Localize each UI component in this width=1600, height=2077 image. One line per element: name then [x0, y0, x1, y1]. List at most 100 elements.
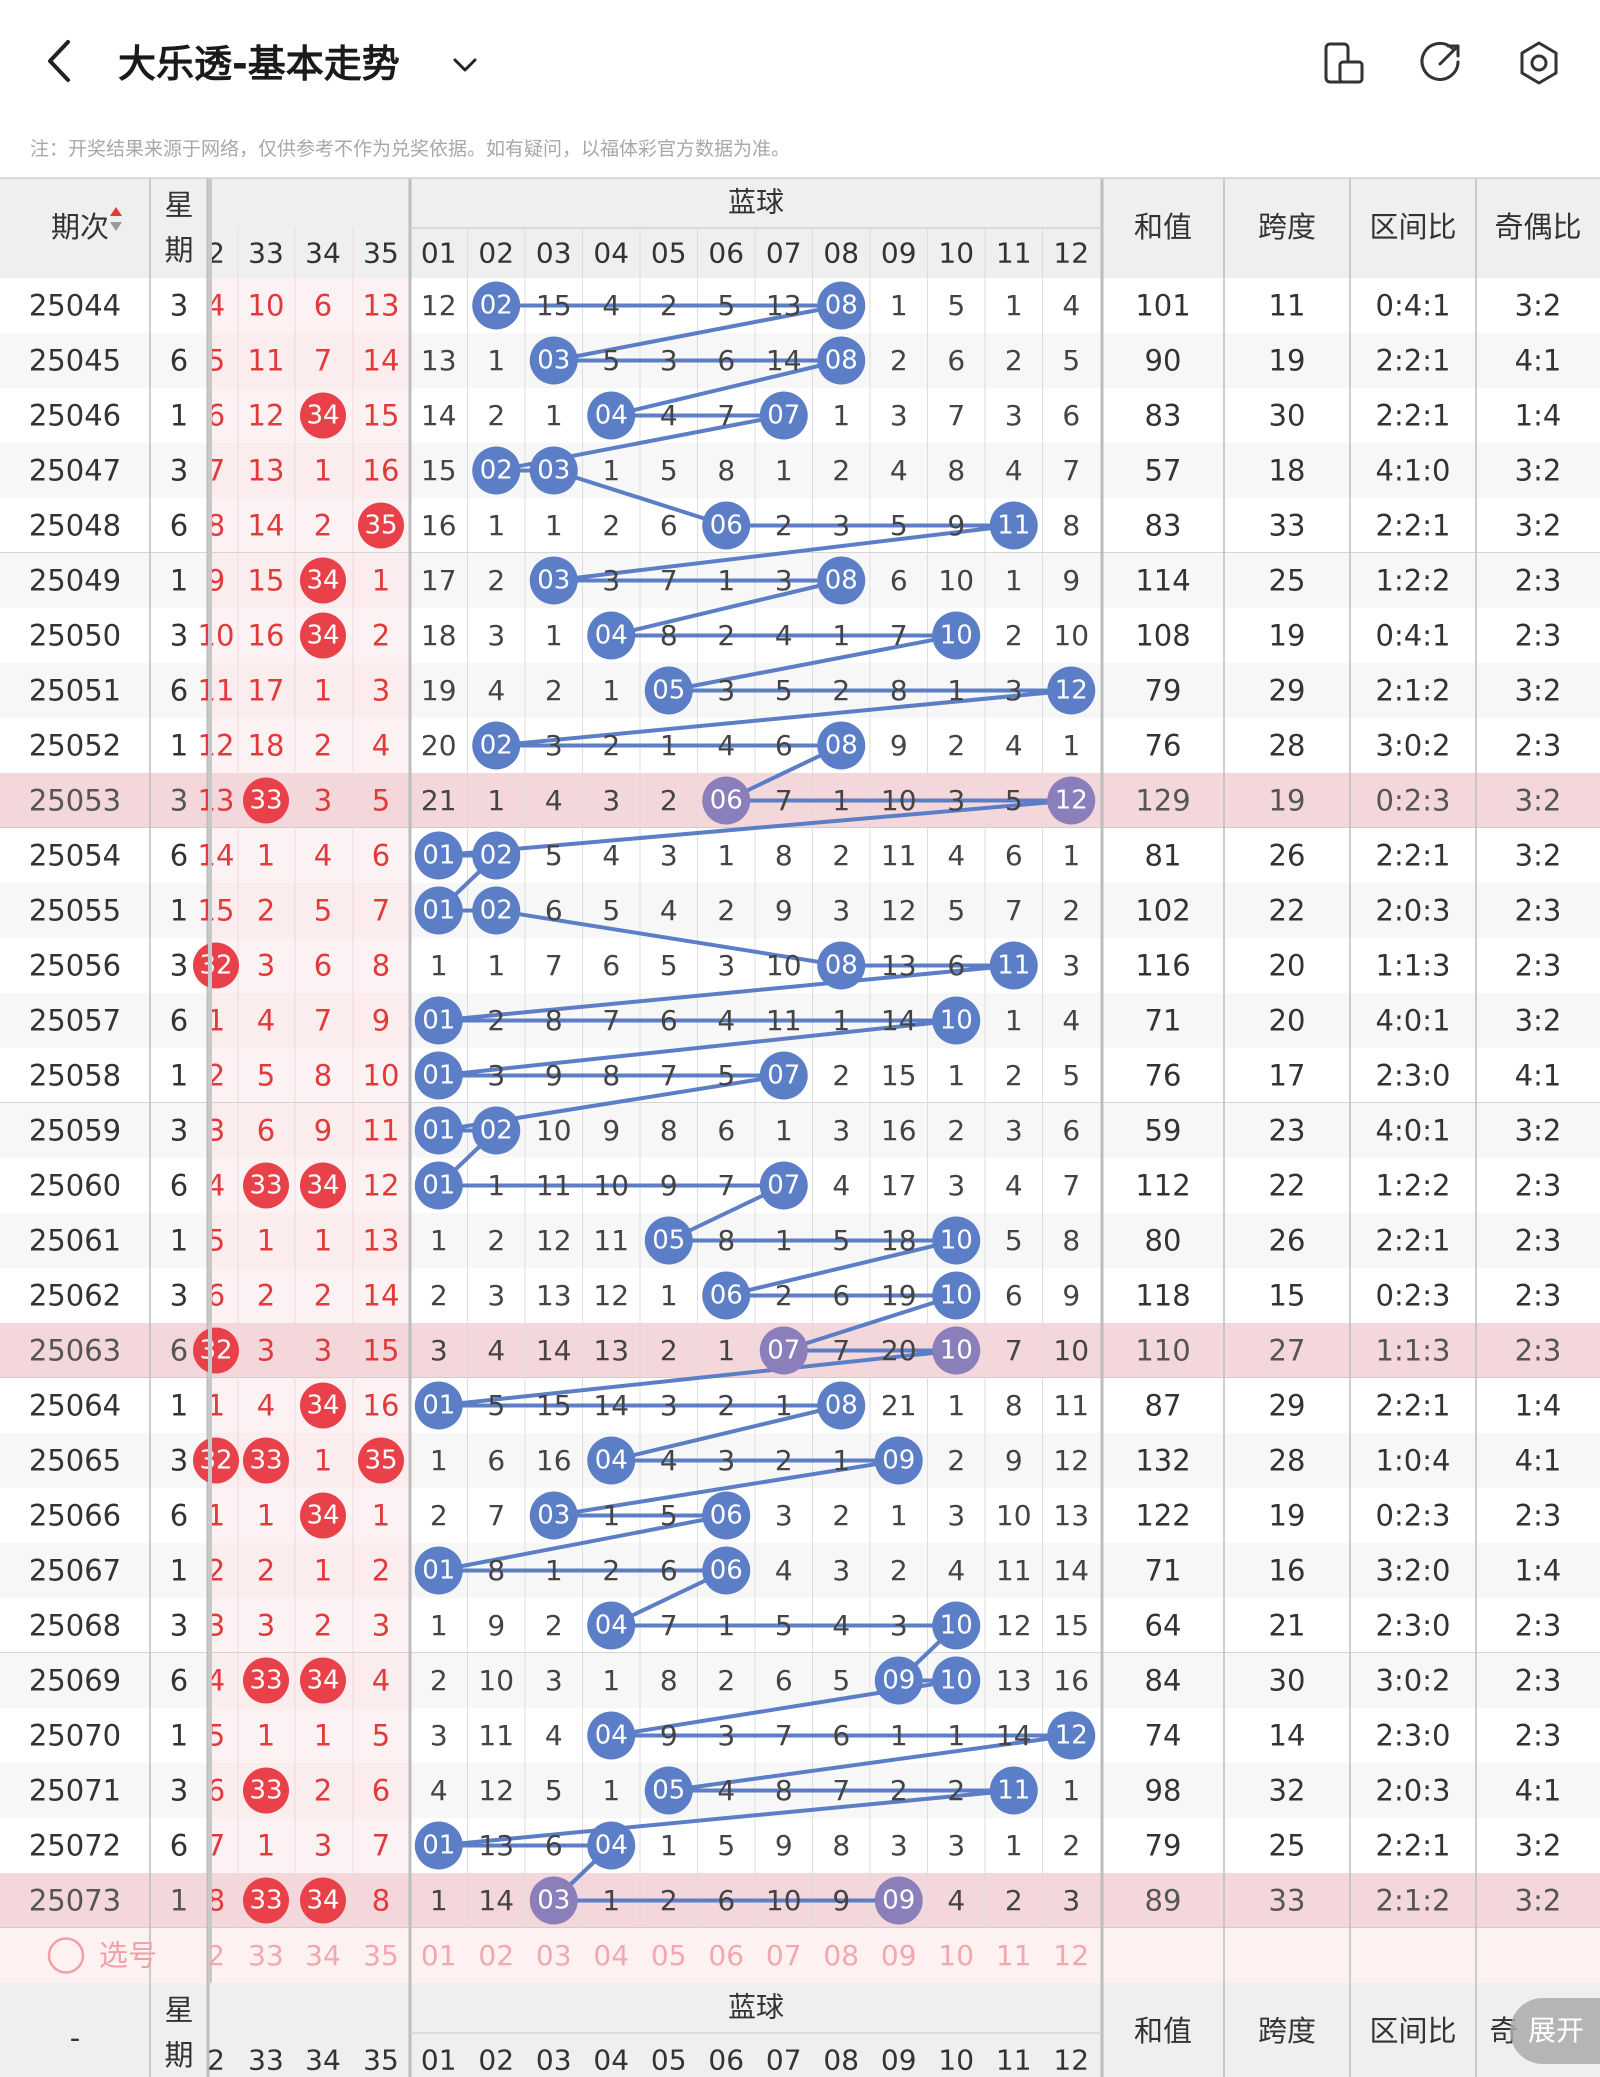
- blue-ball: [932, 1326, 981, 1375]
- stat-cell: 122: [1135, 1499, 1190, 1533]
- blue-cell: 3: [947, 1169, 965, 1202]
- stat-cell: 3:2: [1515, 839, 1562, 873]
- week-cell: 1: [170, 1059, 188, 1093]
- blue-cell: 7: [1062, 454, 1080, 487]
- blue-ball: [587, 1711, 636, 1760]
- select-blue-07[interactable]: 07: [766, 1939, 802, 1972]
- blue-cell: 1: [487, 1169, 505, 1202]
- blue-cell: 18: [881, 1224, 917, 1257]
- blue-cell: 2: [717, 619, 735, 652]
- select-label[interactable]: 选号: [99, 1939, 157, 1973]
- blue-cell: 1: [1005, 564, 1023, 597]
- blue-ball-label: 12: [1055, 786, 1088, 816]
- front-ball-label: 33: [249, 1776, 282, 1806]
- blue-ball: [817, 941, 866, 990]
- select-radio-icon[interactable]: [47, 1937, 85, 1974]
- blue-ball-label: 04: [595, 1611, 628, 1641]
- blue-ball-label: 01: [422, 1831, 455, 1861]
- stat-cell: 4:1: [1515, 1059, 1562, 1093]
- chevron-left-icon[interactable]: [40, 36, 80, 86]
- blue-ball-label: 02: [480, 731, 513, 761]
- front-cell: 15: [198, 894, 235, 928]
- front-cell: 1: [314, 1444, 332, 1478]
- stat-cell: 25: [1269, 1829, 1306, 1863]
- select-blue-08[interactable]: 08: [823, 1939, 859, 1972]
- blue-col-07: 07: [766, 237, 802, 270]
- blue-cell: 2: [947, 1114, 965, 1147]
- front-cell: 16: [248, 619, 285, 653]
- select-front-33[interactable]: 33: [248, 1939, 284, 1972]
- blue-cell: 9: [775, 894, 793, 927]
- blue-cell: 1: [832, 784, 850, 817]
- front-ball: [193, 1327, 239, 1374]
- settings-icon[interactable]: [1516, 40, 1562, 86]
- blue-cell: 3: [602, 564, 620, 597]
- blue-cell: 1: [1062, 839, 1080, 872]
- share-icon[interactable]: [1418, 40, 1464, 86]
- title-dropdown[interactable]: 大乐透-基本走势: [118, 34, 477, 94]
- stat-cell: 102: [1135, 894, 1190, 928]
- blue-ball-label: 01: [422, 1391, 455, 1421]
- select-blue-06[interactable]: 06: [708, 1939, 744, 1972]
- blue-cell: 3: [832, 509, 850, 542]
- stat-cell: 90: [1145, 344, 1182, 378]
- front-zone-cell: [208, 1598, 410, 1653]
- blue-col-09: 09: [881, 237, 917, 270]
- front-cell: 3: [257, 1334, 275, 1368]
- blue-cell: 3: [890, 1829, 908, 1862]
- blue-cell: 7: [832, 1774, 850, 1807]
- blue-cell: 6: [775, 1664, 793, 1697]
- blue-cell: 1: [890, 1499, 908, 1532]
- blue-cell: 1: [717, 564, 735, 597]
- blue-cell: 2: [947, 1774, 965, 1807]
- front-ball-label: 33: [249, 786, 282, 816]
- front-cell: 3: [314, 784, 332, 818]
- blue-cell: 6: [487, 1444, 505, 1477]
- select-front-34[interactable]: 34: [305, 1939, 341, 1972]
- front-cell: 7: [314, 344, 332, 378]
- front-cell: 12: [198, 729, 235, 763]
- blue-cell: 1: [775, 454, 793, 487]
- blue-cell: 8: [717, 454, 735, 487]
- col-period[interactable]: 期次: [51, 210, 109, 244]
- select-front-2[interactable]: 2: [207, 1939, 225, 1972]
- select-front-35[interactable]: 35: [363, 1939, 399, 1972]
- blue-col-05: 05: [651, 237, 687, 270]
- blue-cell: 2: [775, 1444, 793, 1477]
- blue-cell: 7: [1062, 1169, 1080, 1202]
- week-cell: 6: [170, 1499, 188, 1533]
- front-cell: 14: [363, 344, 400, 378]
- blue-cell: 4: [947, 1554, 965, 1587]
- select-blue-01[interactable]: 01: [421, 1939, 457, 1972]
- blue-cell: 3: [947, 1829, 965, 1862]
- select-blue-03[interactable]: 03: [536, 1939, 572, 1972]
- stat-cell: 2:3: [1515, 729, 1562, 763]
- blue-cell: 16: [1053, 1664, 1089, 1697]
- select-blue-12[interactable]: 12: [1053, 1939, 1089, 1972]
- expand-button[interactable]: 展开: [1510, 1998, 1600, 2064]
- stat-cell: 57: [1145, 454, 1182, 488]
- sort-up-icon[interactable]: [110, 207, 122, 216]
- blue-cell: 4: [717, 729, 735, 762]
- sort-down-icon[interactable]: [110, 222, 122, 231]
- app-header: 大乐透-基本走势: [0, 0, 1600, 130]
- phone-rotate-icon[interactable]: [1320, 40, 1366, 86]
- select-blue-09[interactable]: 09: [881, 1939, 917, 1972]
- frozen-edge: [208, 178, 212, 1983]
- blue-cell: 1: [430, 1884, 448, 1917]
- stat-cell: 0:2:3: [1376, 784, 1451, 818]
- blue-cell: 1: [890, 1719, 908, 1752]
- select-blue-04[interactable]: 04: [593, 1939, 629, 1972]
- blue-cell: 13: [881, 949, 917, 982]
- blue-cell: 4: [717, 1004, 735, 1037]
- period-cell: 25072: [29, 1829, 121, 1863]
- select-blue-05[interactable]: 05: [651, 1939, 687, 1972]
- blue-cell: 1: [602, 1884, 620, 1917]
- front-cell: 13: [248, 454, 285, 488]
- select-blue-11[interactable]: 11: [996, 1939, 1032, 1972]
- select-blue-10[interactable]: 10: [938, 1939, 974, 1972]
- blue-ball: [587, 1601, 636, 1650]
- stat-cell: 2:2:1: [1376, 344, 1451, 378]
- select-blue-02[interactable]: 02: [478, 1939, 514, 1972]
- front-cell: 1: [314, 1554, 332, 1588]
